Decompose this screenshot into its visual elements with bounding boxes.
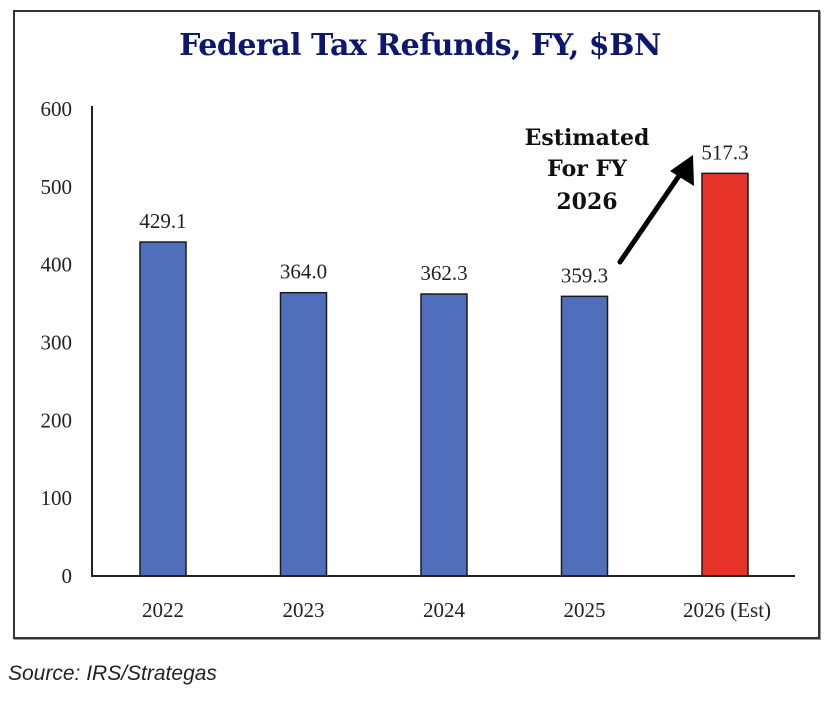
data-label: 517.3: [701, 140, 748, 164]
arrow-head-icon: [670, 155, 694, 186]
bar: [701, 172, 749, 577]
y-tick-label: 400: [41, 253, 73, 277]
data-label: 364.0: [280, 260, 327, 284]
y-tick-label: 0: [62, 564, 73, 588]
data-label: 429.1: [139, 209, 186, 233]
bar: [279, 291, 328, 577]
y-tick-label: 200: [41, 408, 73, 432]
annotation-text: Estimated: [525, 125, 650, 151]
x-tick-label: 2022: [142, 598, 184, 622]
bar: [420, 293, 468, 577]
data-label: 362.3: [420, 261, 467, 285]
bars: 429.1 2022 364.0 2023 362.3 2024 359.3 2025 517.…: [139, 140, 771, 622]
arrow-shaft: [617, 167, 686, 265]
x-tick-label: 2026 (Est): [683, 598, 771, 622]
x-tick-label: 2024: [423, 598, 466, 622]
y-axis-ticks: 0 100 200 300 400 500 600: [41, 97, 73, 588]
y-tick-label: 100: [41, 486, 73, 510]
annotation-text: 2026: [556, 189, 617, 215]
annotation-text: For FY: [547, 156, 627, 182]
source-note: Source: IRS/Strategas: [8, 662, 217, 685]
y-tick-label: 300: [41, 331, 73, 355]
x-tick-label: 2025: [564, 598, 606, 622]
bar: [560, 295, 609, 577]
y-tick-label: 600: [41, 97, 73, 121]
annotation: Estimated For FY 2026: [525, 125, 694, 265]
data-label: 359.3: [561, 263, 608, 287]
chart-title: Federal Tax Refunds, FY, $BN: [179, 28, 661, 63]
y-tick-label: 500: [41, 175, 73, 199]
x-tick-label: 2023: [283, 598, 325, 622]
bar: [139, 241, 187, 577]
